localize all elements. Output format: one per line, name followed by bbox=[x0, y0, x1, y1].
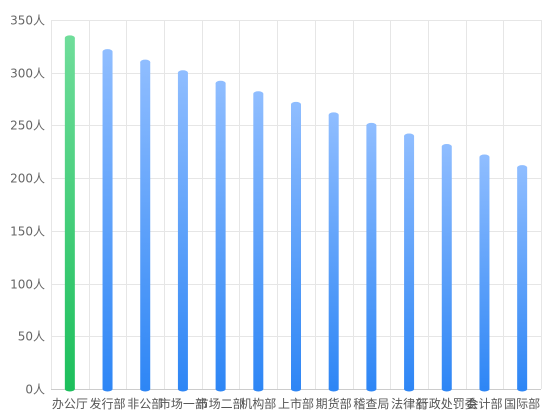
x-tick-label: 市场二部 bbox=[197, 396, 245, 411]
x-tick-label: 市场一部 bbox=[159, 396, 207, 411]
bar bbox=[366, 125, 377, 389]
bar bbox=[177, 72, 188, 389]
bar-base bbox=[479, 386, 490, 392]
y-tick-label: 100人 bbox=[10, 278, 45, 292]
y-tick-label: 150人 bbox=[10, 225, 45, 239]
bar bbox=[140, 62, 151, 390]
x-tick-label: 发行部 bbox=[90, 396, 126, 411]
bar-base bbox=[328, 386, 339, 392]
bar-cap bbox=[177, 70, 188, 76]
bar bbox=[253, 93, 264, 390]
bars bbox=[64, 35, 528, 392]
bar-base bbox=[253, 386, 264, 392]
bar-cap bbox=[253, 91, 264, 97]
bar-base bbox=[441, 386, 452, 392]
x-tick-label: 非公部 bbox=[127, 396, 163, 411]
grid-lines bbox=[51, 20, 542, 389]
bar bbox=[328, 114, 339, 389]
bar bbox=[479, 157, 490, 389]
y-tick-label: 50人 bbox=[18, 330, 45, 344]
x-tick-label: 上市部 bbox=[278, 396, 314, 411]
bar-cap bbox=[64, 35, 75, 41]
x-tick-label: 会计部 bbox=[466, 396, 502, 411]
y-tick-label: 200人 bbox=[10, 172, 45, 186]
bar-base bbox=[215, 386, 226, 392]
bar-cap bbox=[102, 49, 113, 55]
bar-base bbox=[366, 386, 377, 392]
bar-cap bbox=[215, 80, 226, 86]
bar-base bbox=[102, 386, 113, 392]
bar-cap bbox=[140, 59, 151, 65]
y-tick-label: 0人 bbox=[25, 383, 45, 397]
bar-base bbox=[404, 386, 415, 392]
bar bbox=[102, 51, 113, 389]
y-tick-label: 300人 bbox=[10, 67, 45, 81]
bar bbox=[215, 83, 226, 389]
x-tick-label: 机构部 bbox=[240, 396, 276, 411]
x-tick-label: 法律部 bbox=[391, 396, 427, 411]
bar-cap bbox=[328, 112, 339, 118]
x-tick-label: 办公厅 bbox=[52, 396, 88, 411]
bar-cap bbox=[479, 154, 490, 160]
bar bbox=[404, 135, 415, 389]
x-tick-label: 稽查局 bbox=[353, 396, 389, 411]
bar-cap bbox=[404, 133, 415, 139]
bar bbox=[64, 37, 75, 390]
bar-cap bbox=[517, 165, 528, 171]
bar-base bbox=[140, 386, 151, 392]
bar-base bbox=[291, 386, 301, 392]
bar-base bbox=[517, 386, 528, 392]
bar bbox=[291, 104, 301, 389]
y-tick-label: 250人 bbox=[10, 119, 45, 133]
y-tick-label: 350人 bbox=[10, 14, 45, 28]
bar-cap bbox=[366, 122, 377, 128]
bar-base bbox=[177, 386, 188, 392]
x-tick-label: 期货部 bbox=[316, 396, 352, 411]
bar-cap bbox=[441, 144, 452, 150]
bar-base bbox=[64, 386, 75, 392]
x-tick-label: 国际部 bbox=[504, 396, 540, 411]
bar-cap bbox=[291, 101, 301, 107]
x-tick-label: 行政处罚委 bbox=[417, 397, 477, 411]
bar bbox=[517, 167, 528, 389]
bar bbox=[441, 146, 452, 389]
